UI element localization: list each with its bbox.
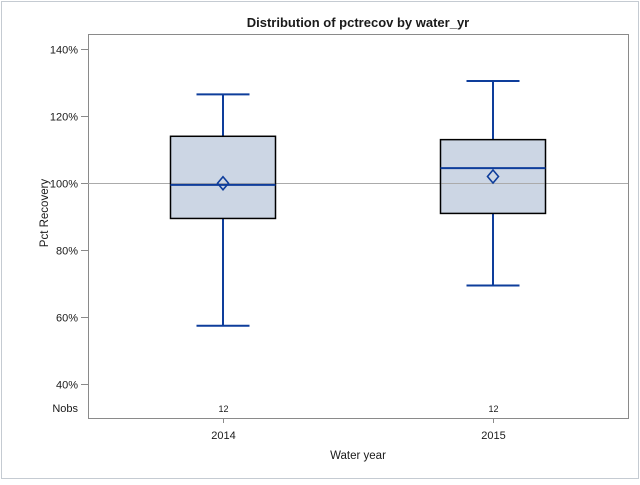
nobs-value-2014: 12 [218, 404, 228, 414]
box-group-2015 [439, 79, 547, 287]
ytick-label-80: 80% [56, 246, 78, 258]
y-axis: 140% 120% 100% 80% 60% 40% [50, 45, 88, 392]
ytick-label-140: 140% [50, 45, 78, 57]
y-axis-title: Pct Recovery [39, 179, 51, 248]
box-group-2014 [169, 93, 277, 327]
ytick-label-60: 60% [56, 313, 78, 325]
ytick-label-40: 40% [56, 380, 78, 392]
chart-title: Distribution of pctrecov by water_yr [247, 15, 470, 30]
nobs-row-label: Nobs [52, 403, 78, 415]
x-axis: 2014 12 2015 12 [211, 404, 505, 442]
ytick-label-120: 120% [50, 112, 78, 124]
plot-area [88, 34, 629, 419]
iqr-box-2015 [439, 138, 547, 215]
mean-diamond-marker [216, 175, 230, 191]
x-axis-title: Water year [330, 450, 386, 462]
ytick-label-100: 100% [50, 179, 78, 191]
mean-diamond-marker [486, 168, 500, 185]
nobs-value-2015: 12 [488, 404, 498, 414]
category-label-2014: 2014 [211, 430, 235, 442]
box-series [169, 79, 547, 327]
category-label-2015: 2015 [481, 430, 505, 442]
